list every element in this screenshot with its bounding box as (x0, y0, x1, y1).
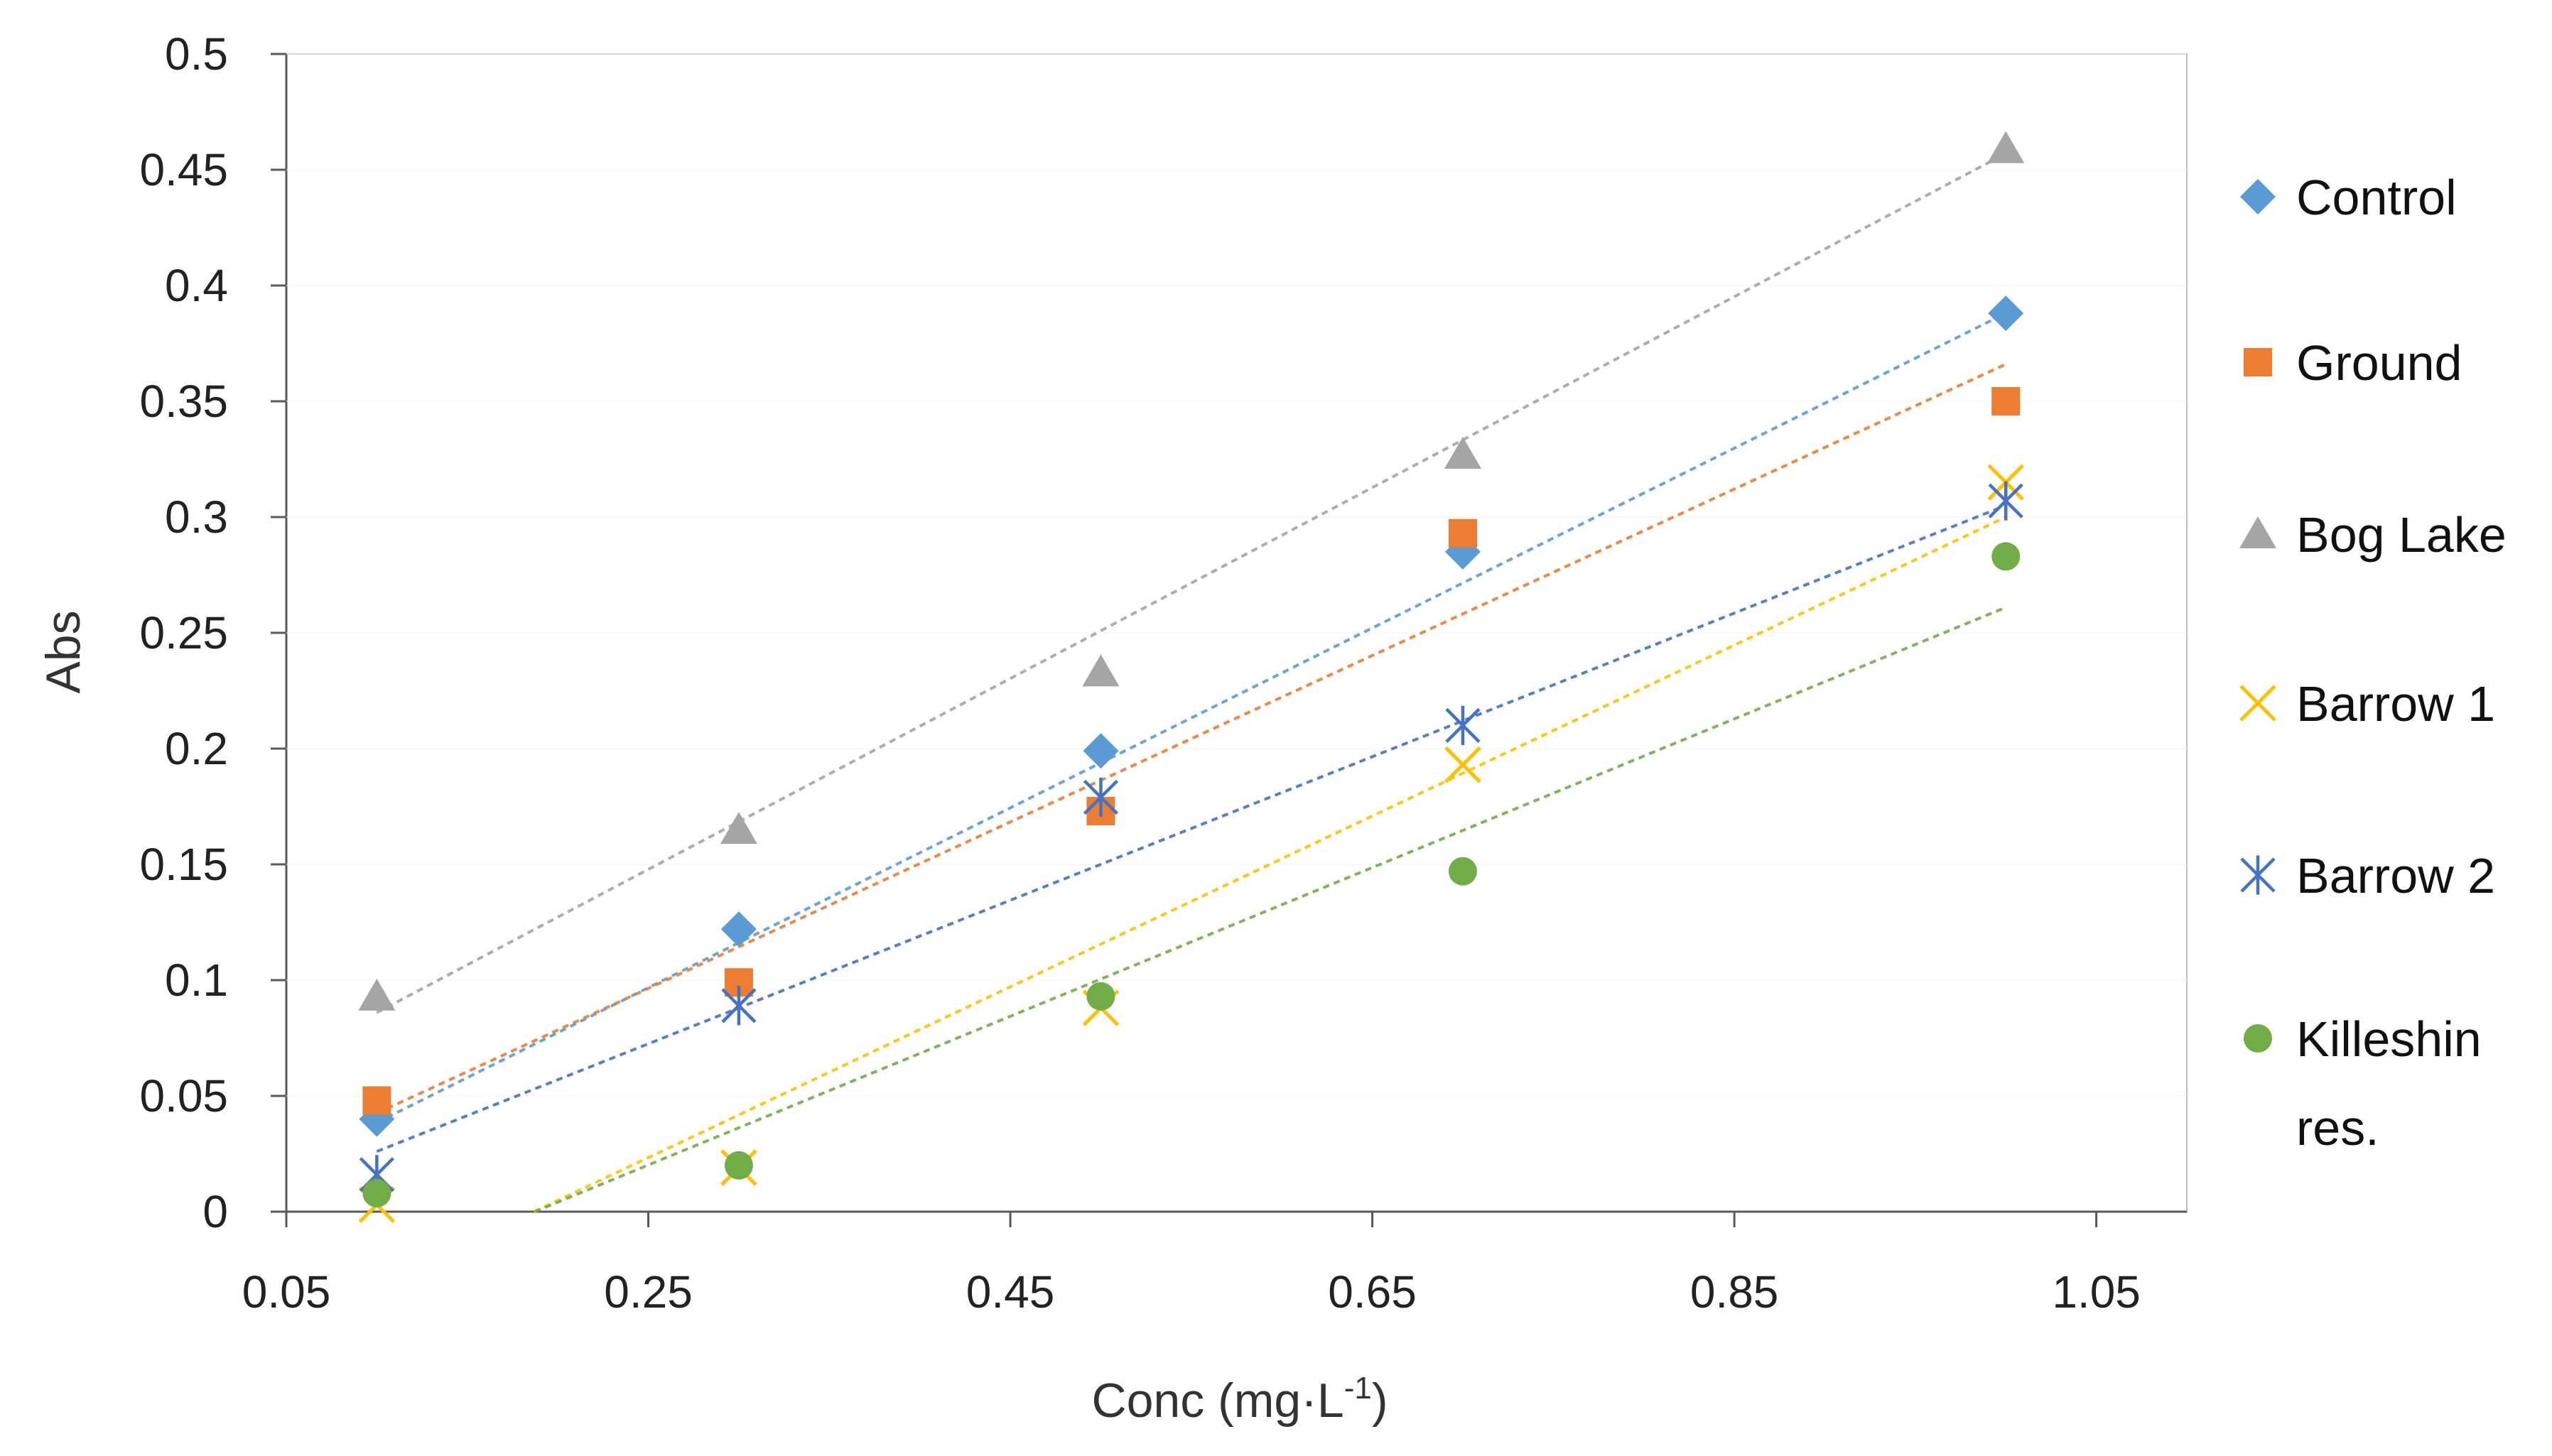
x-tick-label-4: 0.85 (1690, 1266, 1779, 1318)
legend-marker-1 (2244, 348, 2272, 376)
legend-item-4: Barrow 2 (2240, 848, 2495, 903)
trendline-4 (376, 504, 2006, 1153)
x-tick-label-2: 0.45 (966, 1266, 1055, 1318)
data-point-s4-p2 (1083, 777, 1119, 817)
y-tick-label-8: 0.4 (165, 260, 228, 311)
trendline-5 (534, 606, 2006, 1213)
data-point-s4-p4 (1988, 481, 2023, 521)
data-point-s5-p2 (1086, 982, 1115, 1011)
y-tick-label-4: 0.2 (165, 723, 228, 774)
legend-label-2: Bog Lake (2296, 507, 2507, 563)
data-point-s1-p3 (1448, 518, 1477, 548)
trendline-3 (533, 516, 2007, 1213)
y-tick-label-0: 0 (202, 1186, 228, 1237)
data-point-s5-p4 (1991, 542, 2021, 571)
data-point-s2-p4 (1987, 131, 2025, 163)
data-point-s2-p3 (1444, 436, 1481, 469)
data-point-s4-p3 (1445, 705, 1481, 745)
y-tick-label-6: 0.3 (165, 491, 228, 543)
legend-label-5-line-1: res. (2296, 1100, 2379, 1156)
data-point-s3-p3 (1444, 746, 1481, 783)
trendline-2 (376, 152, 2007, 1014)
data-point-s2-p0 (358, 978, 396, 1011)
x-tick-label-5: 1.05 (2052, 1266, 2141, 1318)
data-point-s0-p4 (1988, 295, 2024, 332)
gridlines (286, 53, 2187, 1097)
legend: Control Ground Bog Lake Barrow 1 Barrow 2 Kil… (2239, 170, 2507, 1156)
legend-marker-4 (2240, 855, 2276, 895)
y-tick-label-1: 0.05 (139, 1070, 228, 1121)
x-axis-title-superscript: -1 (1344, 1371, 1372, 1406)
y-tick-label-2: 0.1 (165, 955, 228, 1006)
data-point-s5-p1 (724, 1151, 753, 1180)
x-axis-title-main: Conc (mg·L (1092, 1374, 1344, 1428)
x-tick-label-0: 0.05 (242, 1266, 331, 1318)
trendlines (376, 152, 2007, 1213)
x-tick-label-1: 0.25 (604, 1266, 693, 1318)
x-axis-title-end: ) (1372, 1374, 1388, 1428)
x-tick-label-3: 0.65 (1328, 1266, 1417, 1318)
x-axis-tick-labels: 0.05 0.25 0.45 0.65 0.85 1.05 (242, 1212, 2141, 1318)
y-axis-tick-labels: 0 0.05 0.1 0.15 0.2 0.25 0.3 0.35 0.4 0.45 0.5 (139, 28, 286, 1237)
y-tick-label-3: 0.15 (139, 839, 228, 890)
data-point-s5-p0 (362, 1178, 391, 1207)
legend-marker-2 (2239, 516, 2276, 548)
x-axis-title: Conc (mg·L-1) (1092, 1371, 1388, 1428)
legend-label-1: Ground (2296, 335, 2462, 391)
legend-label-4: Barrow 2 (2296, 848, 2495, 903)
data-point-s2-p2 (1082, 654, 1120, 687)
trendline-1 (376, 363, 2007, 1115)
data-point-s1-p4 (1991, 387, 2021, 415)
legend-label-3: Barrow 1 (2296, 676, 2495, 732)
legend-item-2: Bog Lake (2239, 507, 2507, 563)
data-point-s5-p3 (1448, 857, 1477, 886)
trendline-0 (376, 312, 2007, 1124)
legend-item-0: Control (2240, 170, 2457, 225)
y-tick-label-9: 0.45 (139, 144, 228, 195)
legend-item-1: Ground (2244, 335, 2462, 391)
legend-label-0: Control (2296, 170, 2457, 225)
y-tick-label-10: 0.5 (165, 28, 228, 80)
legend-marker-5 (2244, 1024, 2272, 1053)
legend-marker-0 (2240, 179, 2276, 214)
y-tick-label-7: 0.35 (139, 376, 228, 427)
data-point-s0-p2 (1083, 733, 1119, 769)
y-axis-title: Abs (36, 610, 90, 693)
data-markers (358, 131, 2025, 1223)
data-point-s4-p1 (721, 986, 757, 1026)
legend-label-5: Killeshin (2296, 1011, 2482, 1067)
data-point-s0-p1 (720, 911, 757, 947)
legend-item-5: Killeshin res. (2244, 1011, 2482, 1156)
legend-marker-3 (2239, 685, 2276, 722)
legend-item-3: Barrow 1 (2239, 676, 2495, 732)
data-point-s2-p1 (720, 812, 757, 844)
data-point-s1-p0 (362, 1086, 391, 1115)
y-tick-label-5: 0.25 (139, 607, 228, 658)
